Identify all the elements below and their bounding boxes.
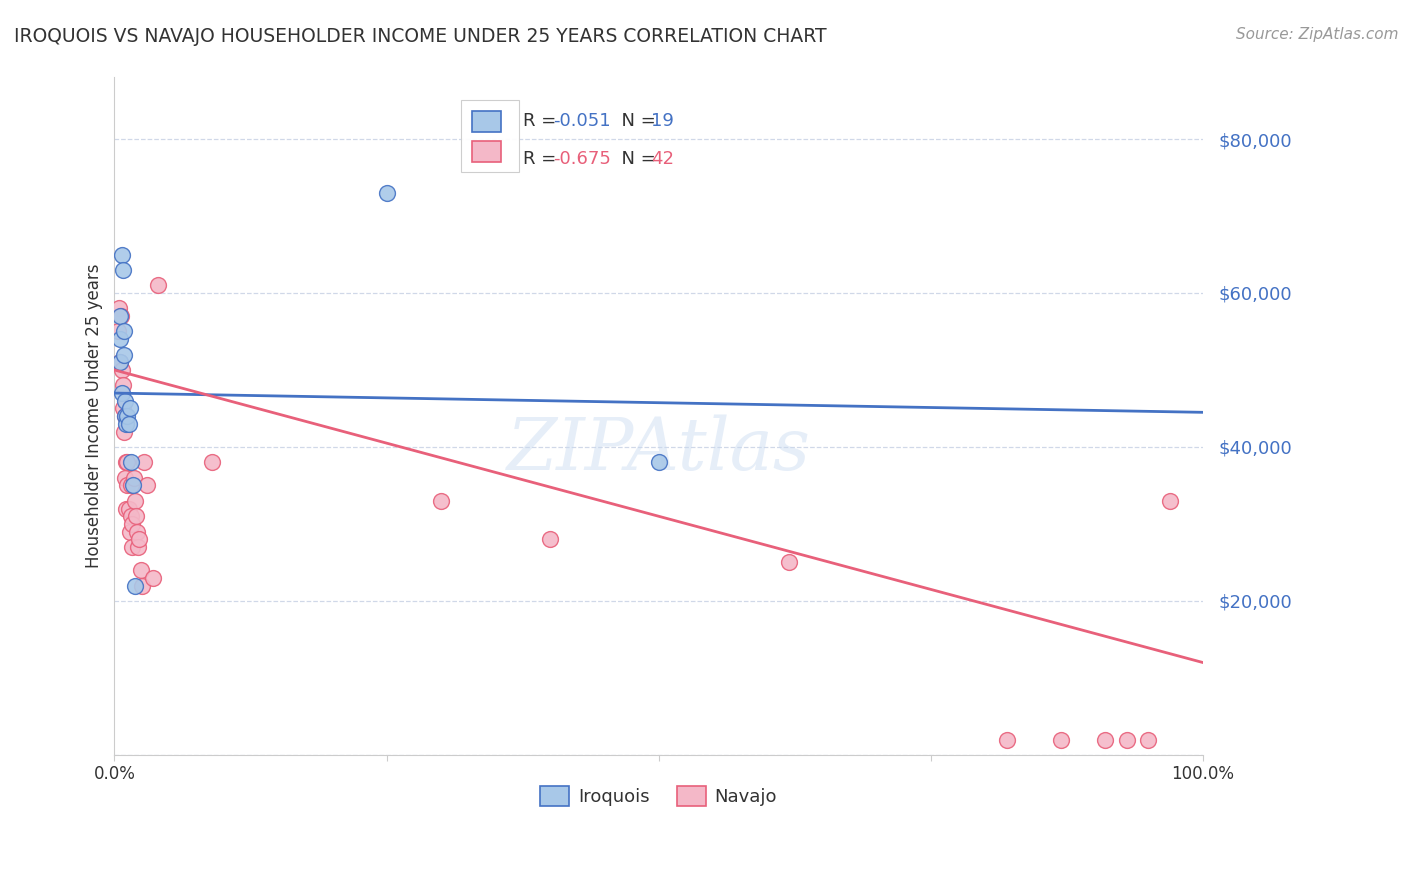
Point [1094, 732, 1116, 747]
Text: 42: 42 [651, 150, 673, 168]
Point [111, 363, 134, 377]
Point [141, 571, 163, 585]
Point [120, 478, 142, 492]
Point [375, 186, 398, 200]
Point [1137, 732, 1160, 747]
Point [124, 493, 146, 508]
Text: ZIPAtlas: ZIPAtlas [506, 415, 811, 485]
Point [115, 455, 138, 469]
Point [114, 393, 136, 408]
Legend: Iroquois, Navajo: Iroquois, Navajo [533, 779, 785, 814]
Point [118, 524, 141, 539]
Point [122, 471, 145, 485]
Point [115, 501, 138, 516]
Text: R =: R = [523, 150, 561, 168]
Point [995, 732, 1018, 747]
Point [112, 263, 135, 277]
Point [120, 509, 142, 524]
Point [430, 493, 453, 508]
Text: 19: 19 [651, 112, 673, 130]
Point [107, 301, 129, 316]
Point [146, 278, 169, 293]
Point [108, 332, 131, 346]
Point [111, 386, 134, 401]
Point [111, 247, 134, 261]
Text: -0.051: -0.051 [553, 112, 610, 130]
Text: Source: ZipAtlas.com: Source: ZipAtlas.com [1236, 27, 1399, 42]
Point [136, 478, 159, 492]
Point [114, 409, 136, 424]
Text: IROQUOIS VS NAVAJO HOUSEHOLDER INCOME UNDER 25 YEARS CORRELATION CHART: IROQUOIS VS NAVAJO HOUSEHOLDER INCOME UN… [14, 27, 827, 45]
Point [201, 455, 224, 469]
Y-axis label: Householder Income Under 25 years: Householder Income Under 25 years [86, 264, 103, 568]
Point [125, 509, 148, 524]
Point [121, 516, 143, 531]
Point [112, 425, 135, 439]
Point [132, 455, 155, 469]
Point [121, 540, 143, 554]
Point [117, 501, 139, 516]
Point [118, 401, 141, 416]
Point [1115, 732, 1137, 747]
Point [128, 533, 150, 547]
Point [129, 563, 152, 577]
Point [127, 540, 149, 554]
Point [1159, 493, 1181, 508]
Point [1050, 732, 1073, 747]
Text: -0.675: -0.675 [553, 150, 612, 168]
Point [112, 325, 135, 339]
Point [114, 409, 136, 424]
Point [108, 355, 131, 369]
Point [131, 578, 153, 592]
Point [124, 578, 146, 592]
Point [112, 378, 135, 392]
Point [117, 455, 139, 469]
Point [115, 417, 138, 431]
Text: N =: N = [610, 112, 661, 130]
Point [538, 533, 561, 547]
Text: R =: R = [523, 112, 561, 130]
Point [647, 455, 669, 469]
Point [112, 401, 135, 416]
Point [108, 309, 131, 323]
Point [108, 355, 131, 369]
Point [112, 348, 135, 362]
Point [117, 409, 139, 424]
Point [114, 471, 136, 485]
Point [117, 478, 139, 492]
Point [122, 478, 145, 492]
Point [117, 417, 139, 431]
Point [120, 455, 142, 469]
Point [110, 309, 132, 323]
Point [778, 556, 800, 570]
Point [107, 325, 129, 339]
Point [127, 524, 149, 539]
Text: N =: N = [610, 150, 661, 168]
